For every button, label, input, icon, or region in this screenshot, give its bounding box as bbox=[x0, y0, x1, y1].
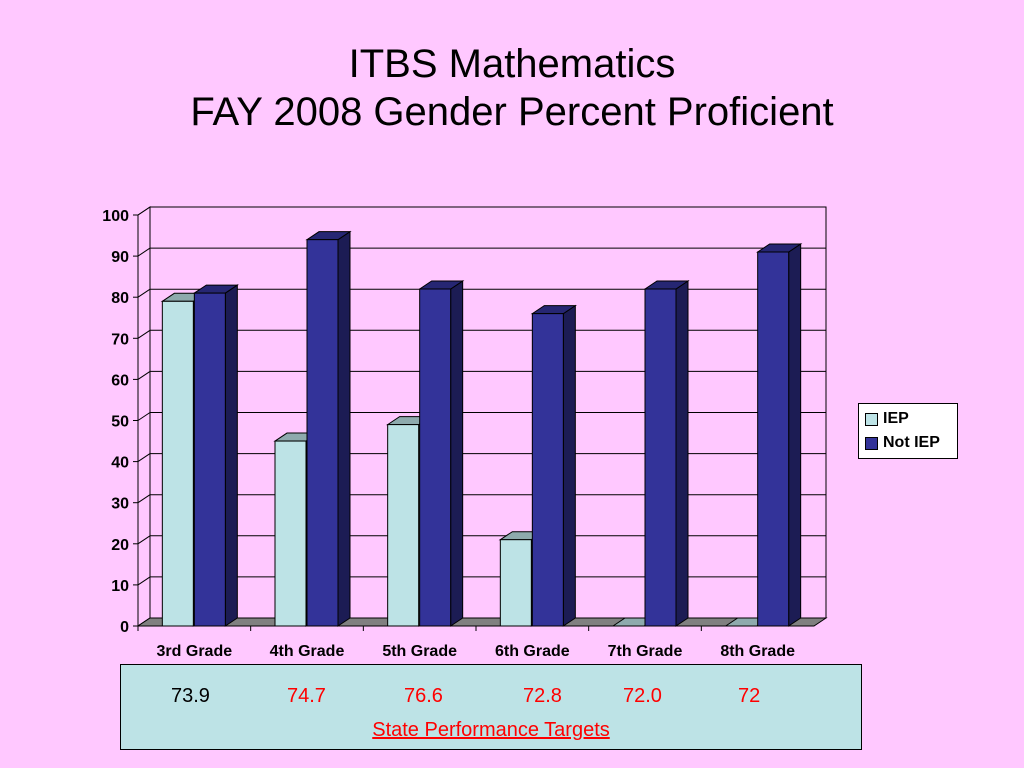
y-tick-label: 0 bbox=[120, 619, 129, 636]
y-tick-label: 80 bbox=[111, 290, 129, 307]
y-tick-label: 50 bbox=[111, 414, 129, 431]
y-tick-label: 100 bbox=[102, 208, 129, 225]
bar-not-iep bbox=[418, 280, 465, 627]
gridline-side bbox=[137, 370, 151, 380]
x-tick-label: 7th Grade bbox=[608, 643, 683, 660]
bar-not-iep bbox=[192, 284, 239, 627]
target-value-5th: 76.6 bbox=[404, 685, 443, 707]
y-tick-label: 20 bbox=[111, 537, 129, 554]
state-targets-caption: State Performance Targets bbox=[372, 719, 610, 741]
y-tick-label: 60 bbox=[111, 372, 129, 389]
state-targets-box: 73.9 74.7 76.6 72.8 72.0 72 State Perfor… bbox=[120, 664, 862, 750]
gridline-side bbox=[137, 412, 151, 421]
chart-legend: IEP Not IEP bbox=[858, 403, 958, 459]
target-value-8th: 72 bbox=[738, 685, 761, 707]
y-tick-label: 70 bbox=[111, 331, 129, 348]
target-value-4th: 74.7 bbox=[287, 685, 326, 707]
x-tick-label: 4th Grade bbox=[270, 643, 345, 660]
title-line-2: FAY 2008 Gender Percent Proficient bbox=[190, 90, 834, 134]
bar-not-iep bbox=[756, 243, 803, 627]
x-tick-label: 3rd Grade bbox=[157, 643, 233, 660]
legend-swatch-iep bbox=[865, 412, 878, 426]
legend-label-not-iep: Not IEP bbox=[883, 434, 940, 451]
title-line-1: ITBS Mathematics bbox=[348, 42, 676, 86]
bar-not-iep bbox=[305, 230, 352, 627]
legend-item-iep: IEP bbox=[865, 409, 909, 429]
legend-label-iep: IEP bbox=[883, 410, 909, 427]
bar-not-iep bbox=[643, 280, 690, 627]
legend-swatch-not-iep bbox=[865, 436, 878, 450]
y-tick-label: 90 bbox=[111, 249, 129, 266]
y-tick-label: 10 bbox=[111, 578, 129, 595]
y-tick-label: 40 bbox=[111, 455, 129, 472]
slide-title: ITBS Mathematics FAY 2008 Gender Percent… bbox=[0, 40, 1024, 136]
chart-floor bbox=[136, 617, 828, 627]
gridline-side bbox=[137, 288, 151, 298]
legend-item-not-iep: Not IEP bbox=[865, 433, 940, 453]
x-tick-label: 5th Grade bbox=[382, 643, 457, 660]
target-value-6th: 72.8 bbox=[523, 685, 562, 707]
y-tick-label: 30 bbox=[111, 496, 129, 513]
target-value-7th: 72.0 bbox=[623, 685, 662, 707]
gridline-side bbox=[137, 535, 151, 545]
gridline-side bbox=[137, 494, 151, 504]
gridline-side bbox=[137, 453, 151, 463]
gridline-side bbox=[137, 329, 151, 339]
x-tick-label: 8th Grade bbox=[720, 643, 795, 660]
gridline-side bbox=[137, 206, 151, 216]
bar-not-iep bbox=[530, 304, 577, 627]
x-tick-label: 6th Grade bbox=[495, 643, 570, 660]
gridline-side bbox=[137, 247, 151, 257]
target-value-3rd: 73.9 bbox=[171, 685, 210, 707]
gridline-side bbox=[137, 576, 151, 586]
